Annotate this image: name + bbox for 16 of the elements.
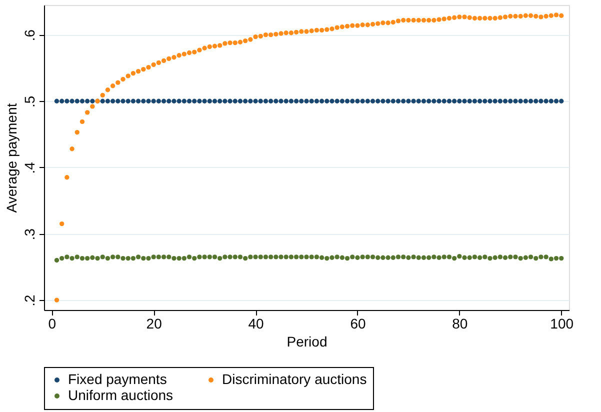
x-axis-title: Period [286, 334, 328, 350]
x-tick-label: 40 [248, 316, 264, 332]
x-tick-label: 60 [350, 316, 366, 332]
legend-label: Uniform auctions [68, 387, 174, 403]
x-tick-label: 80 [452, 316, 468, 332]
x-tick-label: 100 [550, 316, 574, 332]
legend-label: Fixed payments [68, 371, 167, 387]
y-axis-title: Average payment [4, 103, 20, 213]
y-tick-label: .2 [22, 294, 38, 306]
y-tick-label: .4 [22, 162, 38, 174]
legend-label: Discriminatory auctions [222, 371, 367, 387]
x-tick-label: 0 [48, 316, 56, 332]
y-tick-label: .6 [22, 29, 38, 42]
x-tick-label: 20 [146, 316, 162, 332]
y-tick-label: .5 [22, 96, 38, 108]
y-tick-label: .3 [22, 228, 38, 240]
